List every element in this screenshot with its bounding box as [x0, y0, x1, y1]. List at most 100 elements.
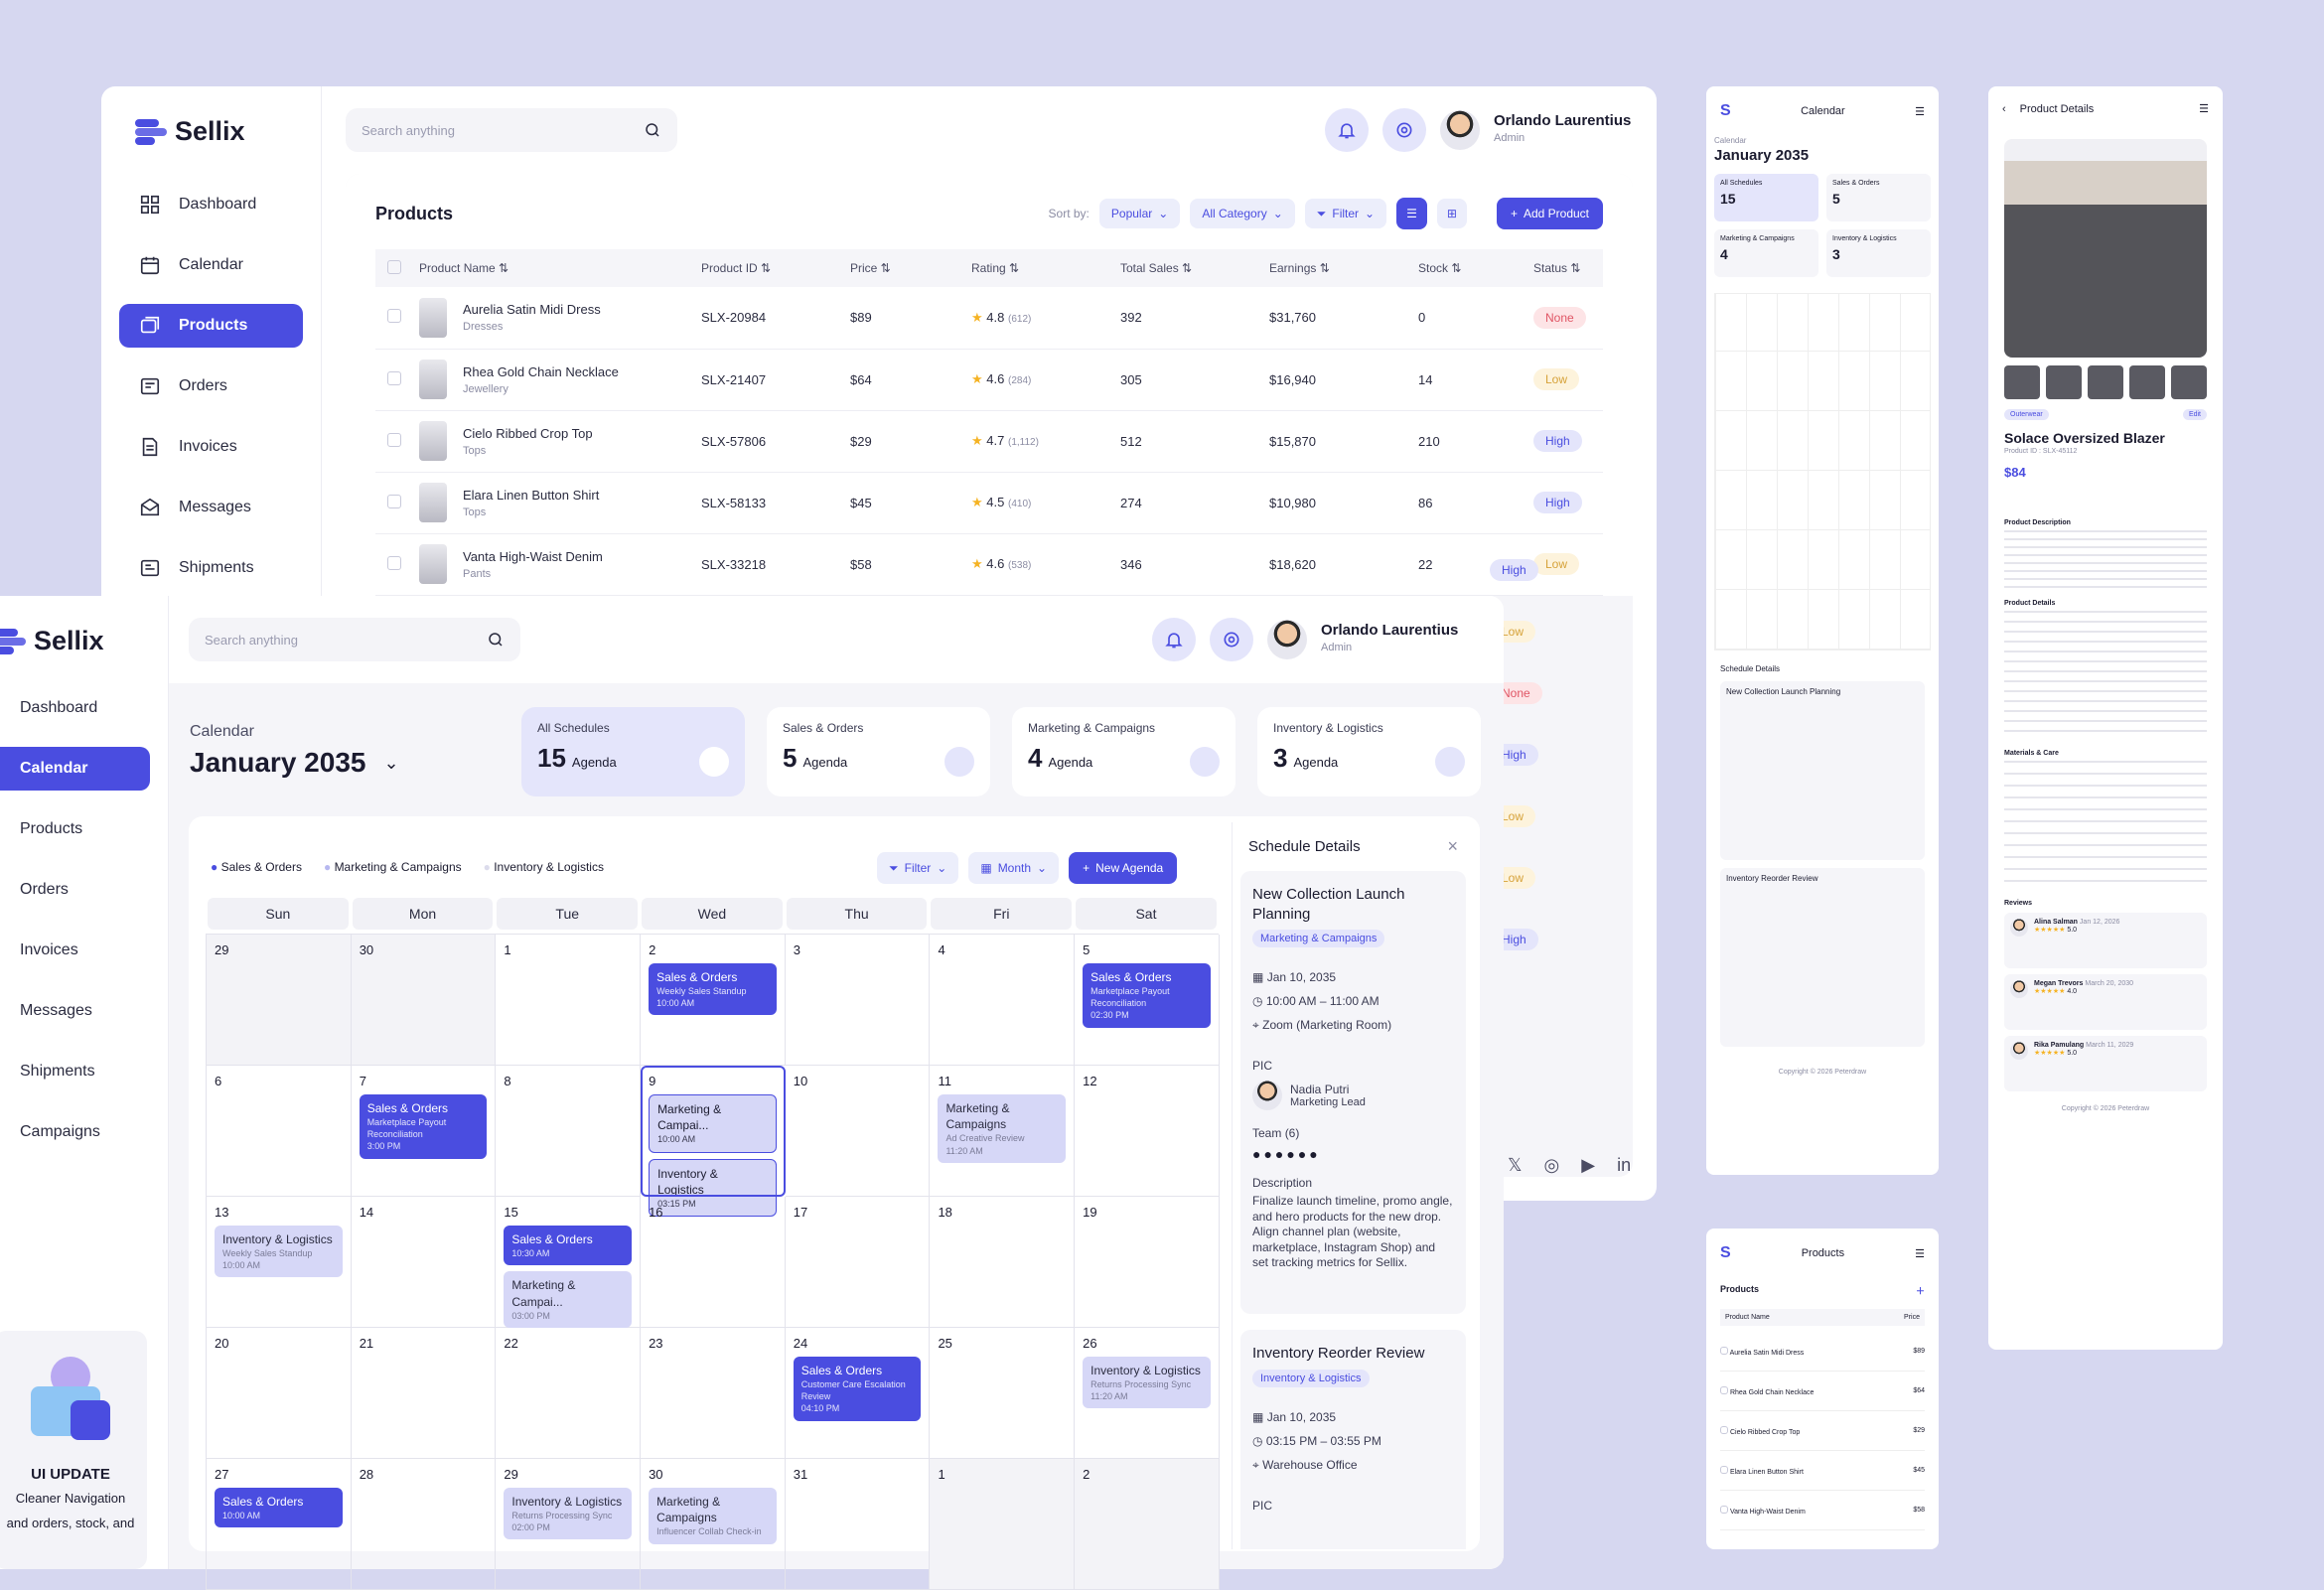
calendar-day-cell[interactable]: 29: [207, 935, 352, 1066]
close-icon[interactable]: ×: [1447, 836, 1458, 856]
calendar-day-cell[interactable]: 17: [785, 1197, 931, 1328]
calendar-day-cell[interactable]: 14: [351, 1197, 497, 1328]
calendar-day-cell[interactable]: 12: [1075, 1066, 1220, 1197]
calendar-day-cell[interactable]: 1: [496, 935, 642, 1066]
calendar-event[interactable]: Inventory & Logistics Returns Processing …: [504, 1488, 633, 1540]
col-header[interactable]: Product Name ⇅: [419, 249, 701, 287]
back-icon[interactable]: ‹: [2002, 102, 2006, 115]
notification-button[interactable]: [1152, 618, 1196, 661]
stat-marketing[interactable]: Marketing & Campaigns 4 Agenda: [1012, 707, 1235, 796]
col-header[interactable]: Stock ⇅: [1418, 249, 1533, 287]
calendar-day-cell[interactable]: 26 Inventory & Logistics Returns Processin…: [1075, 1328, 1220, 1459]
month-selector[interactable]: January 2035 ⌄: [190, 747, 399, 779]
calendar-event[interactable]: Sales & Orders Marketplace Payout Reconci…: [1083, 963, 1211, 1028]
table-row[interactable]: Rhea Gold Chain Necklace Jewellery SLX-21…: [375, 349, 1603, 411]
sort-dropdown[interactable]: Popular ⌄: [1098, 199, 1181, 228]
calendar-event[interactable]: Sales & Orders Marketplace Payout Reconci…: [359, 1094, 488, 1159]
calendar-day-cell[interactable]: 24 Sales & Orders Customer Care Escalation…: [785, 1328, 931, 1459]
calendar-day-cell[interactable]: 2 Sales & Orders Weekly Sales Standup 10:00…: [641, 935, 786, 1066]
calendar-day-cell[interactable]: 30: [351, 935, 497, 1066]
table-row[interactable]: Cielo Ribbed Crop Top Tops SLX-57806 $29 …: [375, 410, 1603, 473]
grid-view-button[interactable]: ⊞: [1436, 199, 1467, 228]
calendar-day-cell[interactable]: 19: [1075, 1197, 1220, 1328]
col-header[interactable]: Total Sales ⇅: [1120, 249, 1269, 287]
list-item[interactable]: Cielo Ribbed Crop Top $29: [1720, 1411, 1925, 1451]
detail-card[interactable]: New Collection Launch Planning Marketing…: [1240, 871, 1466, 1314]
col-header[interactable]: Rating ⇅: [971, 249, 1120, 287]
nav-shipments[interactable]: Shipments: [119, 546, 303, 590]
row-checkbox[interactable]: [387, 370, 401, 385]
calendar-day-cell[interactable]: 16: [641, 1197, 786, 1328]
calendar-event[interactable]: Inventory & Logistics 03:15 PM: [649, 1158, 777, 1218]
stat-card[interactable]: Marketing & Campaigns 4: [1714, 229, 1818, 277]
nav-invoices[interactable]: Invoices: [0, 929, 150, 972]
calendar-day-cell[interactable]: 29 Inventory & Logistics Returns Processin…: [496, 1459, 642, 1590]
nav-messages[interactable]: Messages: [0, 989, 150, 1033]
calendar-event[interactable]: Marketing & Campaigns Ad Creative Review 1…: [938, 1094, 1067, 1163]
calendar-day-cell[interactable]: 11 Marketing & Campaigns Ad Creative Revie…: [930, 1066, 1076, 1197]
detail-card[interactable]: Inventory Reorder Review Inventory & Log…: [1240, 1330, 1466, 1549]
calendar-day-cell[interactable]: 2: [1075, 1459, 1220, 1590]
nav-orders[interactable]: Orders: [119, 364, 303, 408]
calendar-day-cell[interactable]: 25: [930, 1328, 1076, 1459]
row-checkbox[interactable]: [387, 432, 401, 447]
nav-invoices[interactable]: Invoices: [119, 425, 303, 469]
calendar-day-cell[interactable]: 5 Sales & Orders Marketplace Payout Reconc…: [1075, 935, 1220, 1066]
calendar-day-cell[interactable]: 7 Sales & Orders Marketplace Payout Reconc…: [351, 1066, 497, 1197]
calendar-day-cell[interactable]: 4: [930, 935, 1076, 1066]
table-row[interactable]: Elara Linen Button Shirt Tops SLX-58133 $…: [375, 472, 1603, 534]
calendar-event[interactable]: Sales & Orders Weekly Sales Standup 10:00 …: [649, 963, 777, 1016]
select-all-checkbox[interactable]: [387, 259, 401, 274]
notification-button[interactable]: [1325, 108, 1369, 152]
calendar-day-cell[interactable]: 18: [930, 1197, 1076, 1328]
nav-products[interactable]: Products: [119, 304, 303, 348]
nav-campaigns[interactable]: Campaigns: [0, 1110, 150, 1154]
instagram-icon[interactable]: ◎: [1543, 1155, 1560, 1175]
stat-all-schedules[interactable]: All Schedules 15 Agenda: [521, 707, 745, 796]
row-checkbox[interactable]: [1720, 1465, 1728, 1474]
stat-card[interactable]: Sales & Orders 5: [1826, 174, 1931, 221]
linkedin-icon[interactable]: in: [1617, 1155, 1632, 1175]
col-header[interactable]: Product ID ⇅: [701, 249, 850, 287]
stat-sales-orders[interactable]: Sales & Orders 5 Agenda: [767, 707, 990, 796]
search-input[interactable]: Search anything: [346, 108, 677, 152]
menu-icon[interactable]: ☰: [2199, 103, 2209, 115]
logo[interactable]: Sellix: [0, 626, 168, 656]
nav-dashboard[interactable]: Dashboard: [119, 183, 303, 226]
nav-products[interactable]: Products: [0, 807, 150, 851]
list-item[interactable]: Aurelia Satin Midi Dress $89: [1720, 1332, 1925, 1372]
youtube-icon[interactable]: ▶: [1581, 1155, 1596, 1175]
menu-icon[interactable]: ☰: [1915, 105, 1925, 118]
calendar-day-cell[interactable]: 8: [496, 1066, 642, 1197]
calendar-day-cell[interactable]: 1: [930, 1459, 1076, 1590]
list-view-button[interactable]: ☰: [1396, 198, 1427, 229]
calendar-day-cell[interactable]: 22: [496, 1328, 642, 1459]
nav-dashboard[interactable]: Dashboard: [0, 686, 150, 730]
edit-button[interactable]: Edit: [2182, 409, 2207, 420]
calendar-day-cell[interactable]: 13 Inventory & Logistics Weekly Sales Stan…: [207, 1197, 352, 1328]
calendar-day-cell[interactable]: 21: [351, 1328, 497, 1459]
user-info[interactable]: Orlando Laurentius Admin: [1321, 622, 1458, 653]
nav-messages[interactable]: Messages: [119, 486, 303, 529]
row-checkbox[interactable]: [387, 555, 401, 570]
avatar[interactable]: [1267, 620, 1307, 659]
add-button[interactable]: ＋: [1915, 1286, 1925, 1296]
calendar-day-cell[interactable]: 15 Sales & Orders 10:30 AM Marketing & Camp…: [496, 1197, 642, 1328]
category-dropdown[interactable]: All Category ⌄: [1190, 199, 1295, 228]
logo[interactable]: Sellix: [135, 116, 303, 147]
calendar-event[interactable]: Inventory & Logistics Returns Processing …: [1083, 1357, 1211, 1409]
row-checkbox[interactable]: [1720, 1385, 1728, 1394]
filter-button[interactable]: ⏷ Filter ⌄: [1304, 199, 1387, 228]
promo-card[interactable]: UI UPDATE Cleaner Navigation and orders,…: [0, 1331, 147, 1569]
calendar-event[interactable]: Sales & Orders Customer Care Escalation R…: [793, 1357, 922, 1421]
row-checkbox[interactable]: [1720, 1425, 1728, 1434]
calendar-day-cell[interactable]: 31: [785, 1459, 931, 1590]
x-icon[interactable]: 𝕏: [1508, 1155, 1523, 1175]
calendar-day-cell[interactable]: 28: [351, 1459, 497, 1590]
row-checkbox[interactable]: [1720, 1346, 1728, 1355]
calendar-day-cell[interactable]: 30 Marketing & Campaigns Influencer Collab…: [641, 1459, 786, 1590]
calendar-event[interactable]: Inventory & Logistics Weekly Sales Standu…: [215, 1226, 343, 1278]
nav-shipments[interactable]: Shipments: [0, 1050, 150, 1093]
row-checkbox[interactable]: [1720, 1505, 1728, 1514]
col-header[interactable]: Price ⇅: [850, 249, 971, 287]
